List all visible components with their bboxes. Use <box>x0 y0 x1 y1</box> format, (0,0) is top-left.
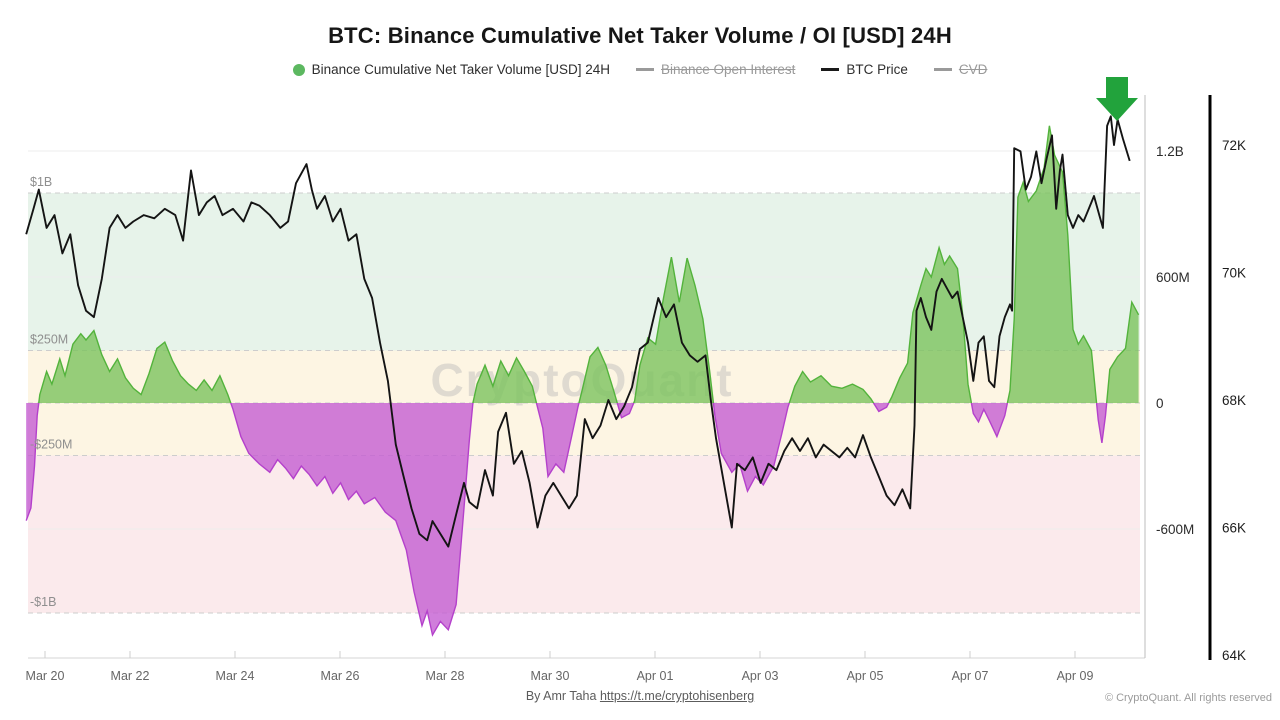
area-negative <box>26 403 1139 635</box>
legend-dash-icon <box>933 68 952 71</box>
price-axis-label: 66K <box>1222 521 1246 536</box>
area-negative-outline <box>25 403 1108 637</box>
x-axis-label: Apr 01 <box>637 669 674 683</box>
btc-price-line <box>25 115 1131 548</box>
area-positive-outline <box>38 125 1140 403</box>
x-axis-label: Apr 05 <box>847 669 884 683</box>
legend-label: BTC Price <box>846 62 908 77</box>
legend-dash-icon <box>636 68 655 71</box>
x-axis-label: Mar 30 <box>531 669 570 683</box>
legend-dot-icon <box>292 63 305 76</box>
band <box>28 455 1140 613</box>
byline-text: By Amr Taha <box>525 689 597 703</box>
area-positive <box>26 125 1139 403</box>
x-axis-label: Mar 26 <box>321 669 360 683</box>
legend-label: CVD <box>958 62 988 77</box>
legend-item-0[interactable]: Binance Cumulative Net Taker Volume [USD… <box>292 62 611 77</box>
legend: Binance Cumulative Net Taker Volume [USD… <box>0 62 1280 77</box>
legend-label: Binance Open Interest <box>661 62 796 77</box>
x-axis-label: Mar 22 <box>111 669 150 683</box>
price-axis-label: 64K <box>1222 648 1246 663</box>
page-title: BTC: Binance Cumulative Net Taker Volume… <box>328 23 952 48</box>
price-axis-label: 72K <box>1222 138 1246 153</box>
x-axis-label: Apr 09 <box>1057 669 1094 683</box>
volume-axis-label: 0 <box>1156 396 1164 411</box>
x-axis-label: Apr 03 <box>742 669 779 683</box>
inplot-axis-label: -$1B <box>30 595 56 609</box>
inplot-axis-label: $1B <box>30 175 52 189</box>
x-axis-label: Mar 28 <box>426 669 465 683</box>
price-axis-label: 70K <box>1222 266 1246 281</box>
footer-byline: By Amr Taha https://t.me/cryptohisenberg <box>0 689 1280 703</box>
byline-link[interactable]: https://t.me/cryptohisenberg <box>599 689 755 703</box>
band <box>28 193 1140 351</box>
legend-dash-icon <box>821 68 840 71</box>
legend-label: Binance Cumulative Net Taker Volume [USD… <box>311 62 611 77</box>
volume-axis-label: 600M <box>1156 270 1190 285</box>
legend-item-3[interactable]: CVD <box>933 62 988 77</box>
x-axis-label: Mar 24 <box>216 669 255 683</box>
legend-item-1[interactable]: Binance Open Interest <box>636 62 795 77</box>
inplot-axis-label: $250M <box>30 333 68 347</box>
volume-axis-label: 1.2B <box>1156 144 1184 159</box>
price-axis-label: 68K <box>1222 393 1246 408</box>
x-axis-label: Mar 20 <box>26 669 65 683</box>
volume-axis-label: -600M <box>1156 522 1194 537</box>
copyright-text: © CryptoQuant. All rights reserved <box>1104 692 1272 704</box>
down-arrow-icon <box>1106 77 1128 98</box>
down-arrow-head <box>1096 98 1138 121</box>
inplot-axis-label: -$250M <box>30 438 72 452</box>
legend-item-2[interactable]: BTC Price <box>821 62 908 77</box>
x-axis-label: Apr 07 <box>952 669 989 683</box>
